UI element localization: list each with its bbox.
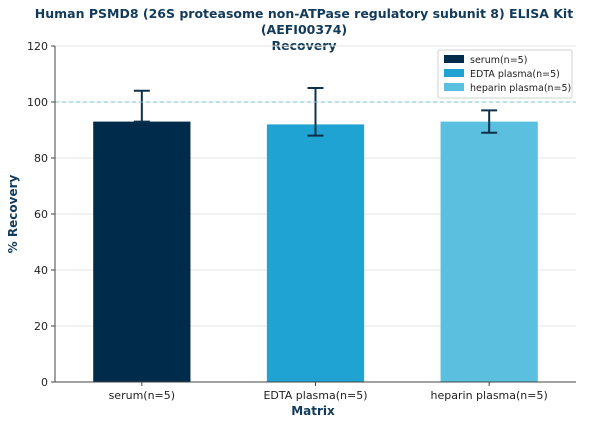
chart-title-line1: Human PSMD8 (26S proteasome non-ATPase r… <box>34 6 574 37</box>
legend-box <box>437 49 573 99</box>
error-bars <box>133 87 498 137</box>
legend-swatch <box>444 69 464 77</box>
legend-swatch <box>444 83 464 91</box>
y-tick-labels: 0 20 40 60 80 100 120 <box>27 40 48 389</box>
y-tick-label: 120 <box>27 40 48 53</box>
x-tick-label: serum(n=5) <box>109 389 175 402</box>
chart-title: Human PSMD8 (26S proteasome non-ATPase r… <box>0 6 608 54</box>
y-tick-label: 40 <box>34 264 48 277</box>
x-tick-label: EDTA plasma(n=5) <box>263 389 367 402</box>
y-tick-label: 20 <box>34 320 48 333</box>
y-tick-label: 0 <box>41 376 48 389</box>
legend: serum(n=5) EDTA plasma(n=5) heparin plasma… <box>437 49 573 99</box>
x-tick-label: heparin plasma(n=5) <box>431 389 548 402</box>
bar <box>266 124 365 383</box>
legend-label: EDTA plasma(n=5) <box>470 69 560 80</box>
axes <box>51 45 576 386</box>
legend-swatch <box>444 55 464 63</box>
x-tick-labels: serum(n=5) EDTA plasma(n=5) heparin plasma… <box>109 389 548 402</box>
bar <box>440 121 538 382</box>
y-tick-label: 80 <box>34 152 48 165</box>
y-tick-label: 100 <box>27 96 48 109</box>
legend-label: heparin plasma(n=5) <box>470 83 571 94</box>
bars <box>93 121 538 383</box>
x-axis-label: Matrix <box>291 404 335 418</box>
y-tick-label: 60 <box>34 208 48 221</box>
y-axis-label: % Recovery <box>6 175 20 254</box>
bar <box>93 121 191 382</box>
legend-label: serum(n=5) <box>470 55 527 66</box>
